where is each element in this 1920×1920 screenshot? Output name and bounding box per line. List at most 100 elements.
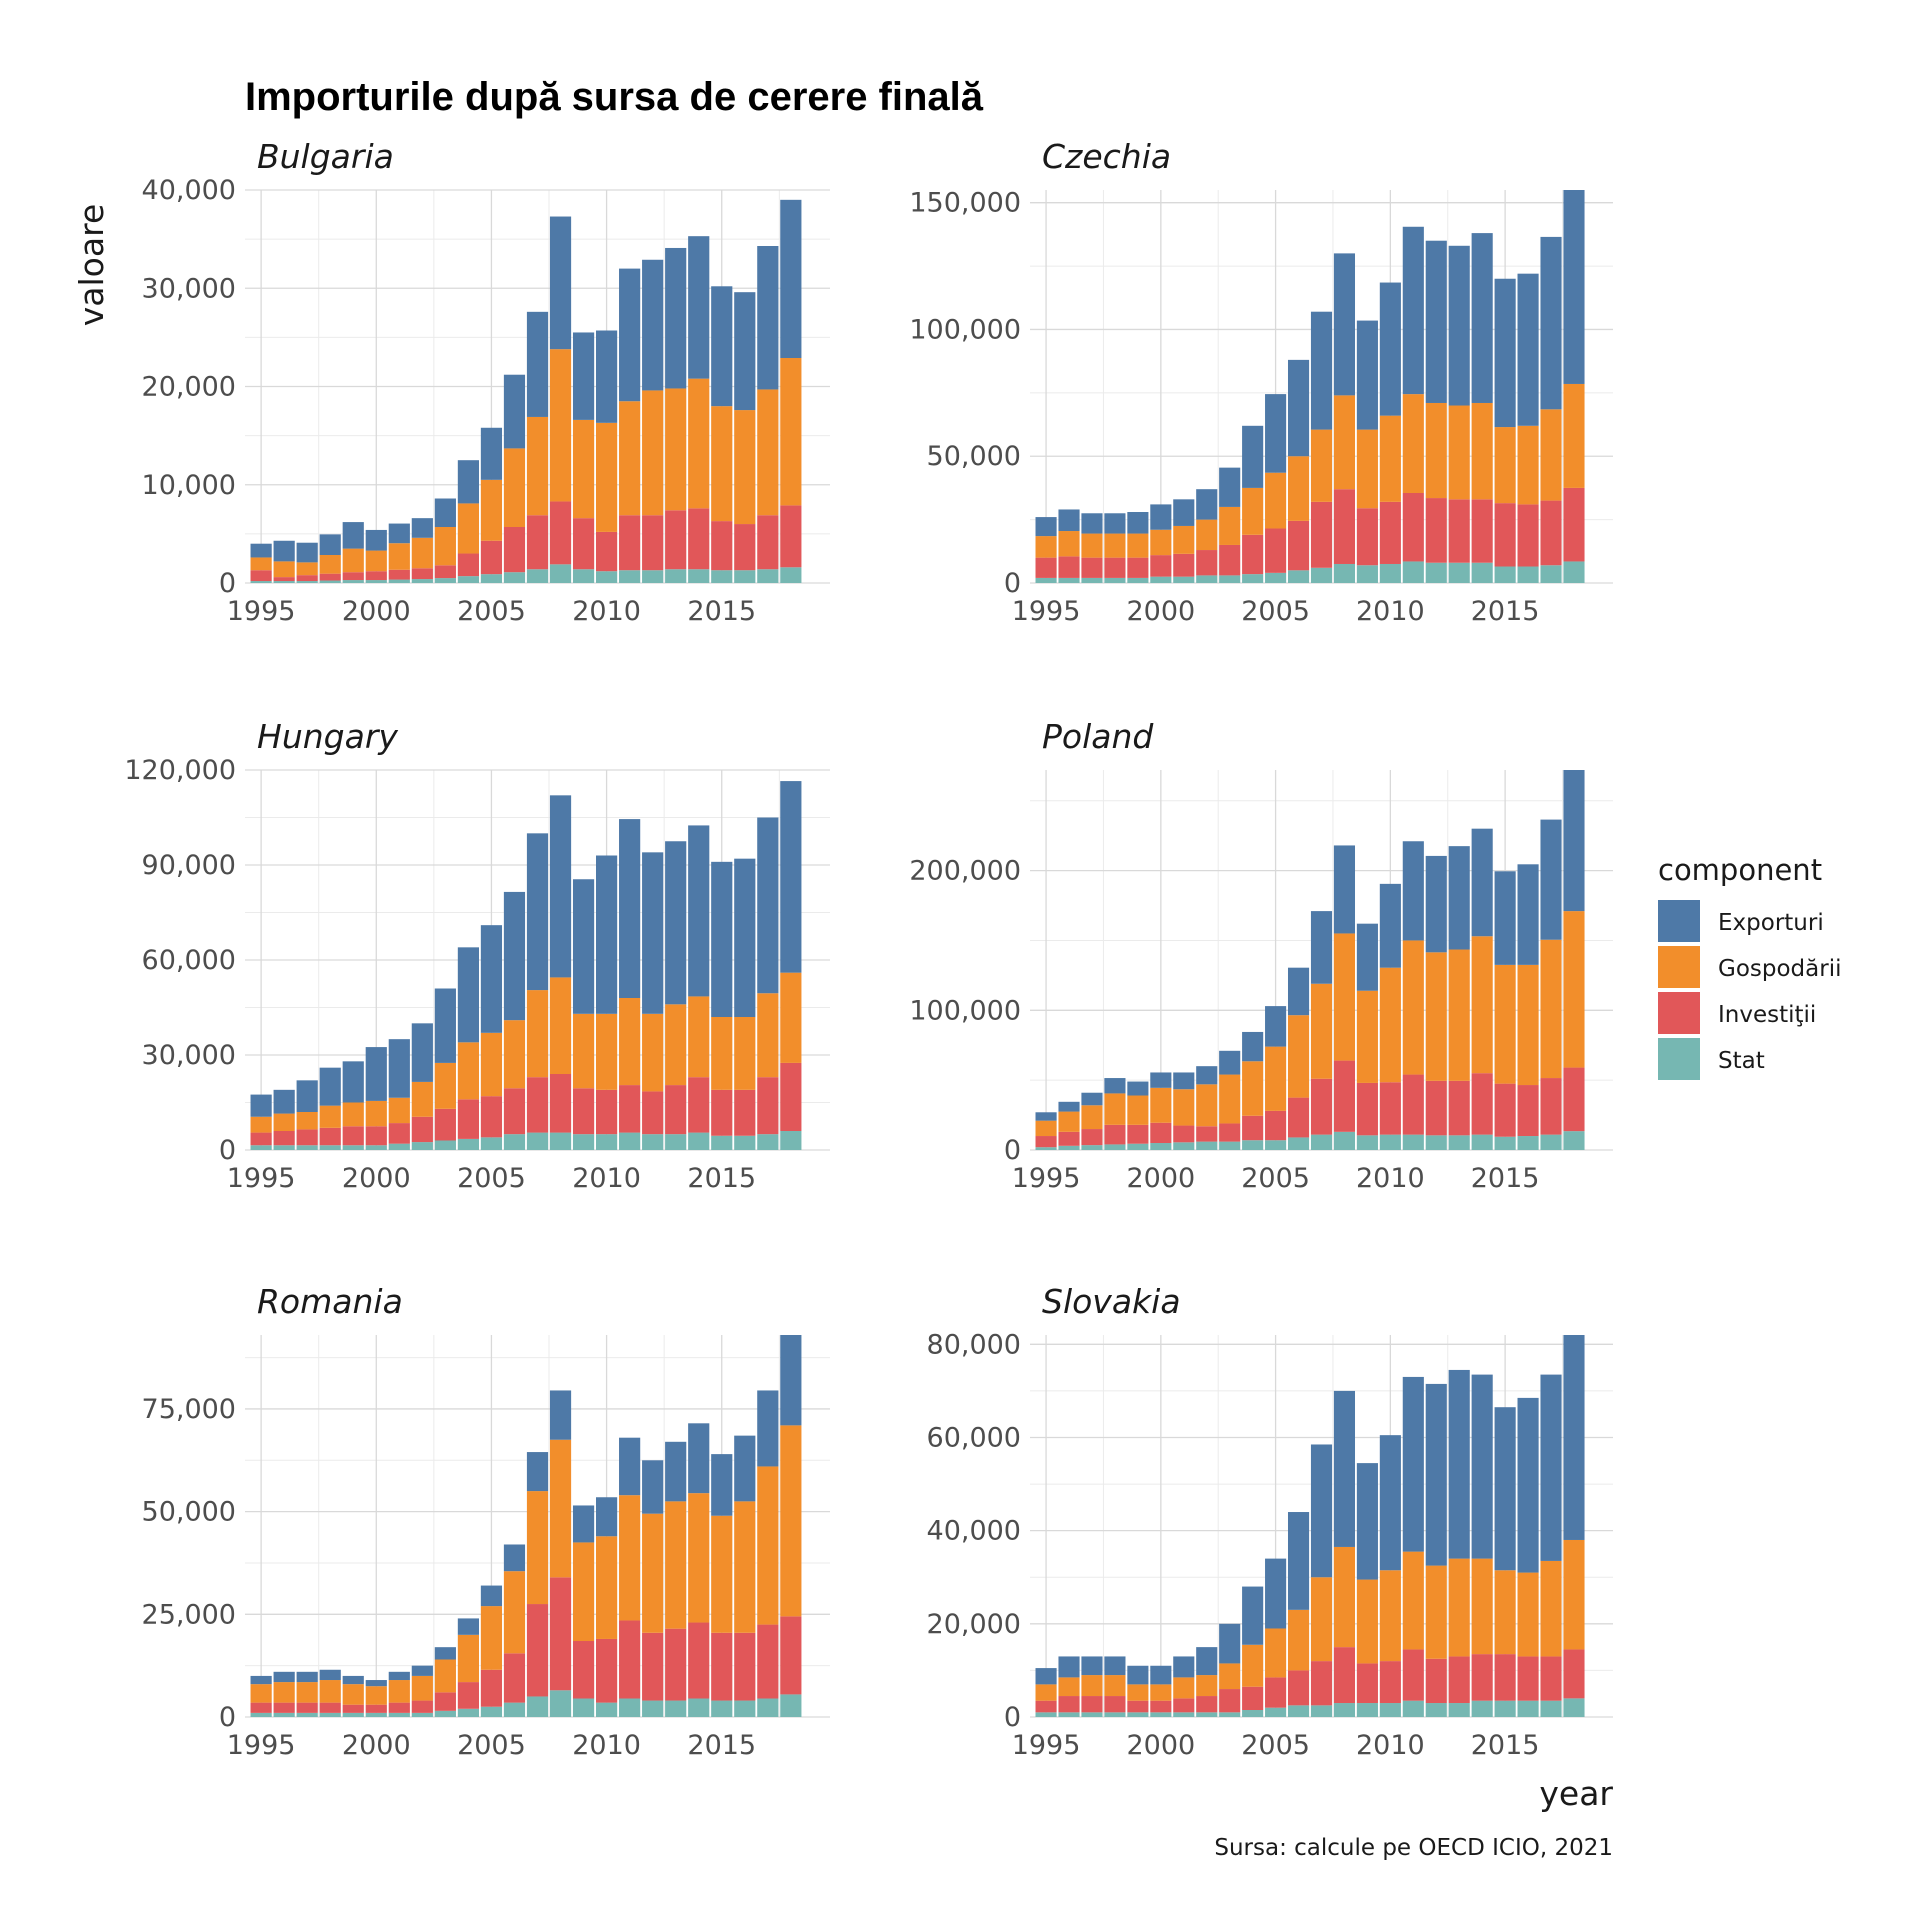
bar-segment — [342, 1126, 364, 1146]
bar-segment — [1517, 1397, 1539, 1573]
bar-segment — [1104, 1124, 1126, 1145]
bar-segment — [434, 1710, 456, 1717]
bar-segment — [1379, 563, 1401, 583]
bar-segment — [526, 990, 549, 1078]
series-exporturi — [1035, 190, 1585, 537]
bar-segment — [642, 852, 664, 1014]
bar-segment — [365, 571, 387, 581]
bar-segment — [1517, 566, 1539, 583]
bar-segment — [1150, 1665, 1172, 1685]
bar-segment — [1196, 489, 1218, 520]
bar-segment — [1265, 472, 1287, 529]
x-tick-label: 2005 — [1241, 596, 1310, 627]
bar-segment — [457, 503, 479, 554]
bar-segment — [596, 1638, 618, 1703]
bar-segment — [711, 861, 733, 1017]
bar-segment — [273, 1131, 295, 1146]
x-tick-label: 2005 — [457, 1163, 526, 1194]
bar-segment — [1150, 529, 1172, 556]
y-tick-label: 60,000 — [927, 1422, 1021, 1453]
series-investiţii — [1035, 487, 1585, 578]
bar-segment — [1563, 1335, 1585, 1540]
x-tick-label: 2010 — [572, 1730, 641, 1761]
bar-segment — [1058, 531, 1080, 557]
bar-segment — [1150, 504, 1172, 530]
bar-segment — [434, 1659, 456, 1693]
bar-segment — [1425, 855, 1447, 953]
series-investiţii — [250, 501, 802, 582]
bar-segment — [1058, 556, 1080, 578]
bar-segment — [1058, 1145, 1080, 1150]
bar-segment — [457, 1634, 479, 1683]
bar-segment — [1196, 1141, 1218, 1150]
bar-segment — [1356, 1579, 1378, 1664]
x-tick-label: 2005 — [1241, 1730, 1310, 1761]
bar-segment — [342, 522, 364, 549]
bar-segment — [1173, 1712, 1195, 1717]
bar-segment — [780, 1616, 802, 1695]
x-tick-label: 2000 — [1126, 1730, 1195, 1761]
y-tick-label: 100,000 — [909, 314, 1021, 345]
bar-segment — [596, 330, 618, 423]
bar-segment — [1310, 1705, 1333, 1717]
bar-segment — [296, 1129, 318, 1146]
bar-segment — [549, 564, 572, 583]
bar-segment — [1265, 1707, 1287, 1717]
bar-segment — [1104, 1656, 1126, 1676]
facet-title-poland: Poland — [1042, 717, 1154, 756]
bar-segment — [1517, 425, 1539, 505]
bar-segment — [1081, 1092, 1103, 1106]
bar-segment — [1517, 864, 1539, 965]
bar-segment — [1081, 533, 1103, 558]
bar-segment — [1471, 233, 1493, 403]
bar-segment — [1356, 320, 1378, 430]
bar-segment — [1494, 566, 1516, 583]
bar-segment — [1058, 1131, 1080, 1146]
bar-segment — [711, 1089, 733, 1136]
bar-segment — [1219, 1141, 1241, 1150]
panel-slovakia: 1995 2000 2005 2010 2015 0 20,000 40,000 60,000 8… — [927, 1282, 1613, 1761]
bar-segment — [734, 858, 756, 1017]
bar-segment — [549, 1439, 572, 1578]
bar-segment — [250, 1702, 272, 1713]
bar-segment — [1287, 967, 1310, 1016]
bar-segment — [1196, 1126, 1218, 1142]
bar-segment — [365, 550, 387, 572]
bar-segment — [411, 1712, 433, 1717]
bar-segment — [1494, 871, 1516, 965]
bar-segment — [1173, 1656, 1195, 1678]
bar-segment — [757, 389, 779, 516]
bar-segment — [1310, 567, 1333, 583]
bar-segment — [665, 1004, 687, 1086]
bar-segment — [1471, 1134, 1493, 1150]
bar-segment — [1242, 1586, 1264, 1645]
bar-segment — [250, 581, 272, 583]
bar-segment — [572, 332, 595, 420]
bar-segment — [1104, 1712, 1126, 1717]
bar-segment — [619, 515, 641, 571]
bar-segment — [1356, 565, 1378, 583]
bar-segment — [734, 292, 756, 411]
bar-segment — [365, 1100, 387, 1127]
series-gospodării — [250, 972, 802, 1133]
panel-hungary: 1995 2000 2005 2010 2015 0 30,000 60,000 90,000 1… — [124, 717, 830, 1194]
bar-segment — [1448, 499, 1470, 563]
bar-segment — [273, 1145, 295, 1150]
bar-segment — [1517, 1136, 1539, 1150]
bar-segment — [503, 1544, 526, 1572]
bar-segment — [1081, 1105, 1103, 1130]
bar-segment — [1196, 550, 1218, 576]
bar-segment — [1196, 519, 1218, 551]
bar-segment — [1242, 425, 1264, 488]
bar-segment — [1494, 1654, 1516, 1701]
series-investiţii — [250, 1577, 802, 1713]
bar-segment — [1333, 1390, 1356, 1547]
y-tick-label: 60,000 — [142, 945, 236, 976]
bar-segment — [1425, 240, 1447, 403]
bar-segment — [1540, 1560, 1562, 1657]
legend-key-gospodării — [1658, 946, 1700, 988]
bar-segment — [1333, 489, 1356, 564]
bar-segment — [1058, 509, 1080, 532]
bar-segment — [1127, 1684, 1149, 1701]
bar-segment — [1127, 1095, 1149, 1125]
